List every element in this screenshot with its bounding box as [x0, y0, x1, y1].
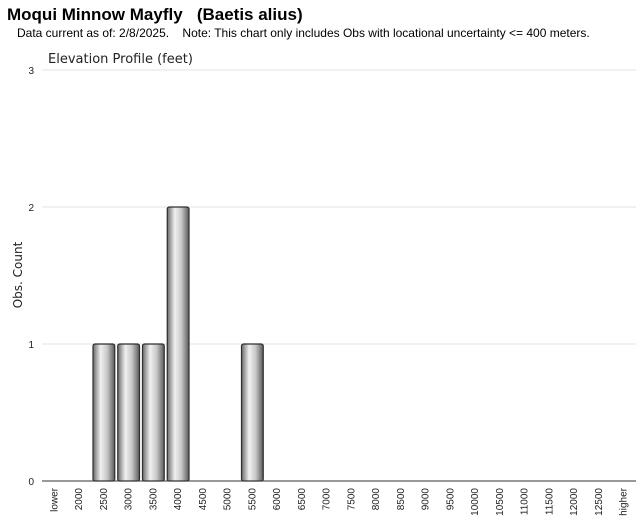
x-tick-label: 7000 [322, 488, 333, 511]
page-title: Moqui Minnow Mayfly (Baetis alius) [7, 5, 303, 24]
x-tick-label: 7500 [346, 488, 357, 511]
bars [92, 206, 264, 482]
y-tick-labels: 0 1 2 3 [28, 66, 34, 488]
x-tick-label: 6000 [272, 488, 283, 511]
x-tick-label: 11500 [544, 488, 555, 516]
x-tick-label: 5500 [247, 488, 258, 511]
x-tick-label: 10000 [470, 488, 481, 516]
x-tick-label: 3000 [124, 488, 135, 511]
bar-5500 [240, 343, 264, 482]
x-tick-label: 4500 [198, 488, 209, 511]
x-tick-label: 6500 [297, 488, 308, 511]
gridlines [42, 69, 636, 345]
y-axis-label: Obs. Count [11, 241, 25, 308]
bar-3000 [117, 343, 141, 482]
y-tick-label: 0 [28, 477, 34, 488]
bar-3500 [141, 343, 165, 482]
y-tick-label: 3 [28, 66, 34, 77]
x-tick-label: 4000 [173, 488, 184, 511]
chart-title: Elevation Profile (feet) [48, 52, 193, 67]
x-tick-label: 10500 [495, 488, 506, 516]
bar-2500 [92, 343, 116, 482]
y-tick-label: 1 [28, 340, 34, 351]
x-tick-label: 12000 [569, 488, 580, 516]
x-tick-label: 2000 [74, 488, 85, 511]
x-tick-label: 3500 [148, 488, 159, 511]
page-subtitle: Data current as of: 2/8/2025. Note: This… [17, 26, 590, 40]
x-tick-label: higher [619, 487, 630, 515]
y-tick-label: 2 [28, 203, 34, 214]
bar-4000 [166, 206, 190, 482]
x-tick-label: 8500 [396, 488, 407, 511]
x-tick-label: 8000 [371, 488, 382, 511]
x-tick-label: lower [49, 487, 60, 512]
x-tick-labels: lower 2000 2500 3000 3500 4000 4500 5000 5500 600… [49, 487, 629, 515]
x-tick-label: 11000 [520, 488, 531, 516]
x-tick-label: 5000 [223, 488, 234, 511]
x-tick-label: 9000 [421, 488, 432, 511]
x-tick-label: 12500 [594, 488, 605, 516]
x-tick-label: 2500 [99, 488, 110, 511]
x-tick-label: 9500 [445, 488, 456, 511]
